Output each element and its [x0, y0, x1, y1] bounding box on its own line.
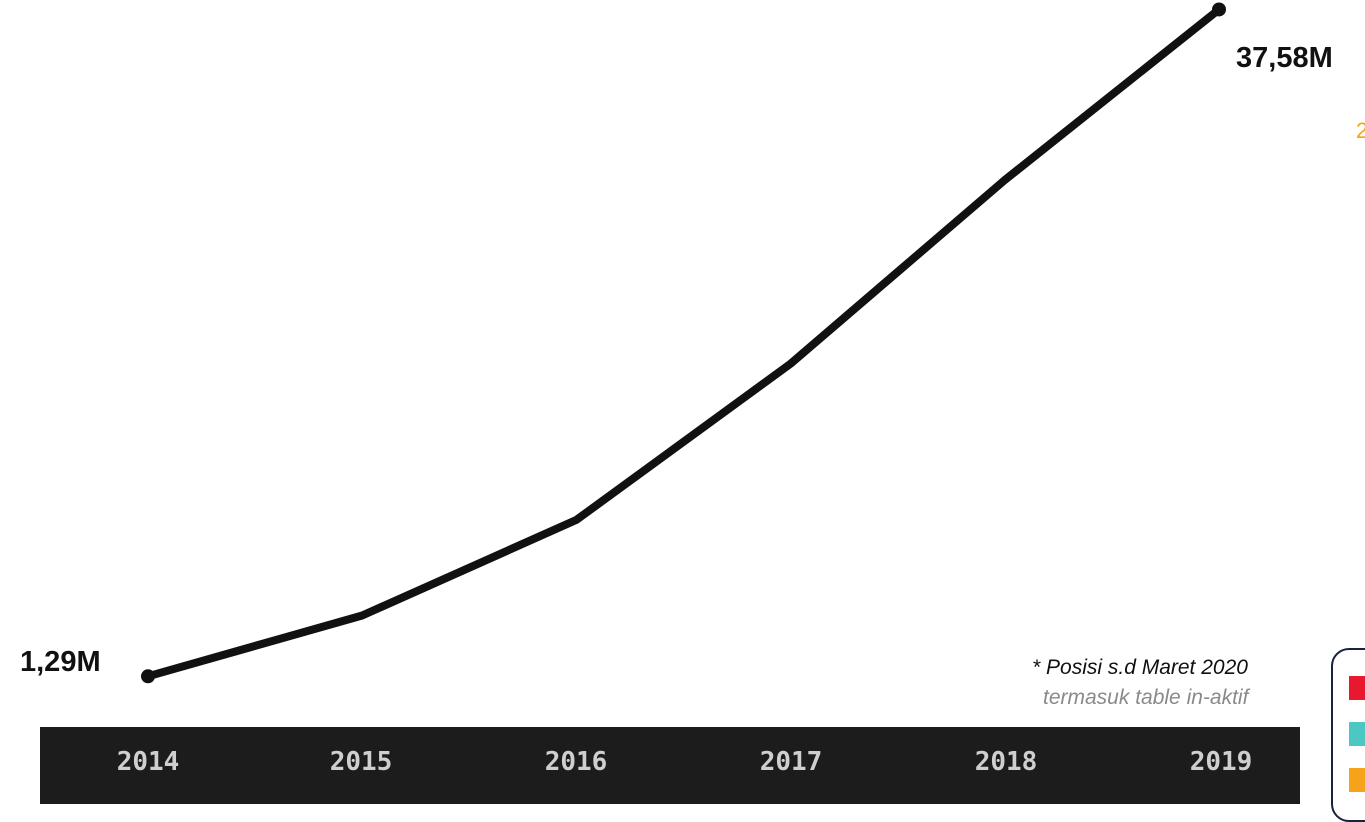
line-chart: [141, 2, 1226, 684]
legend-swatch-red: [1349, 676, 1365, 700]
scope-note: termasuk table in-aktif: [1043, 686, 1249, 709]
x-tick-label: 2018: [974, 747, 1038, 777]
position-note: * Posisi s.d Maret 2020: [1032, 656, 1248, 679]
x-tick-label: 2019: [1189, 747, 1253, 777]
first-value-label: 1,29M: [20, 646, 101, 678]
x-tick-label: 2015: [329, 747, 393, 777]
legend-box: [1331, 648, 1365, 822]
x-tick-label: 2016: [544, 747, 608, 777]
partial-right-text: 2: [1356, 118, 1365, 143]
x-axis-band: 2014 2015 2016 2017 2018 2019: [40, 727, 1300, 804]
legend-swatch-teal: [1349, 722, 1365, 746]
last-value-label: 37,58M: [1236, 42, 1333, 74]
x-tick-label: 2017: [759, 747, 823, 777]
data-point: [1212, 2, 1226, 17]
legend-swatch-orange: [1349, 768, 1365, 792]
series-line: [144, 5, 1223, 681]
data-point: [141, 669, 155, 684]
data-points: [141, 2, 1226, 684]
x-tick-label: 2014: [116, 747, 180, 777]
